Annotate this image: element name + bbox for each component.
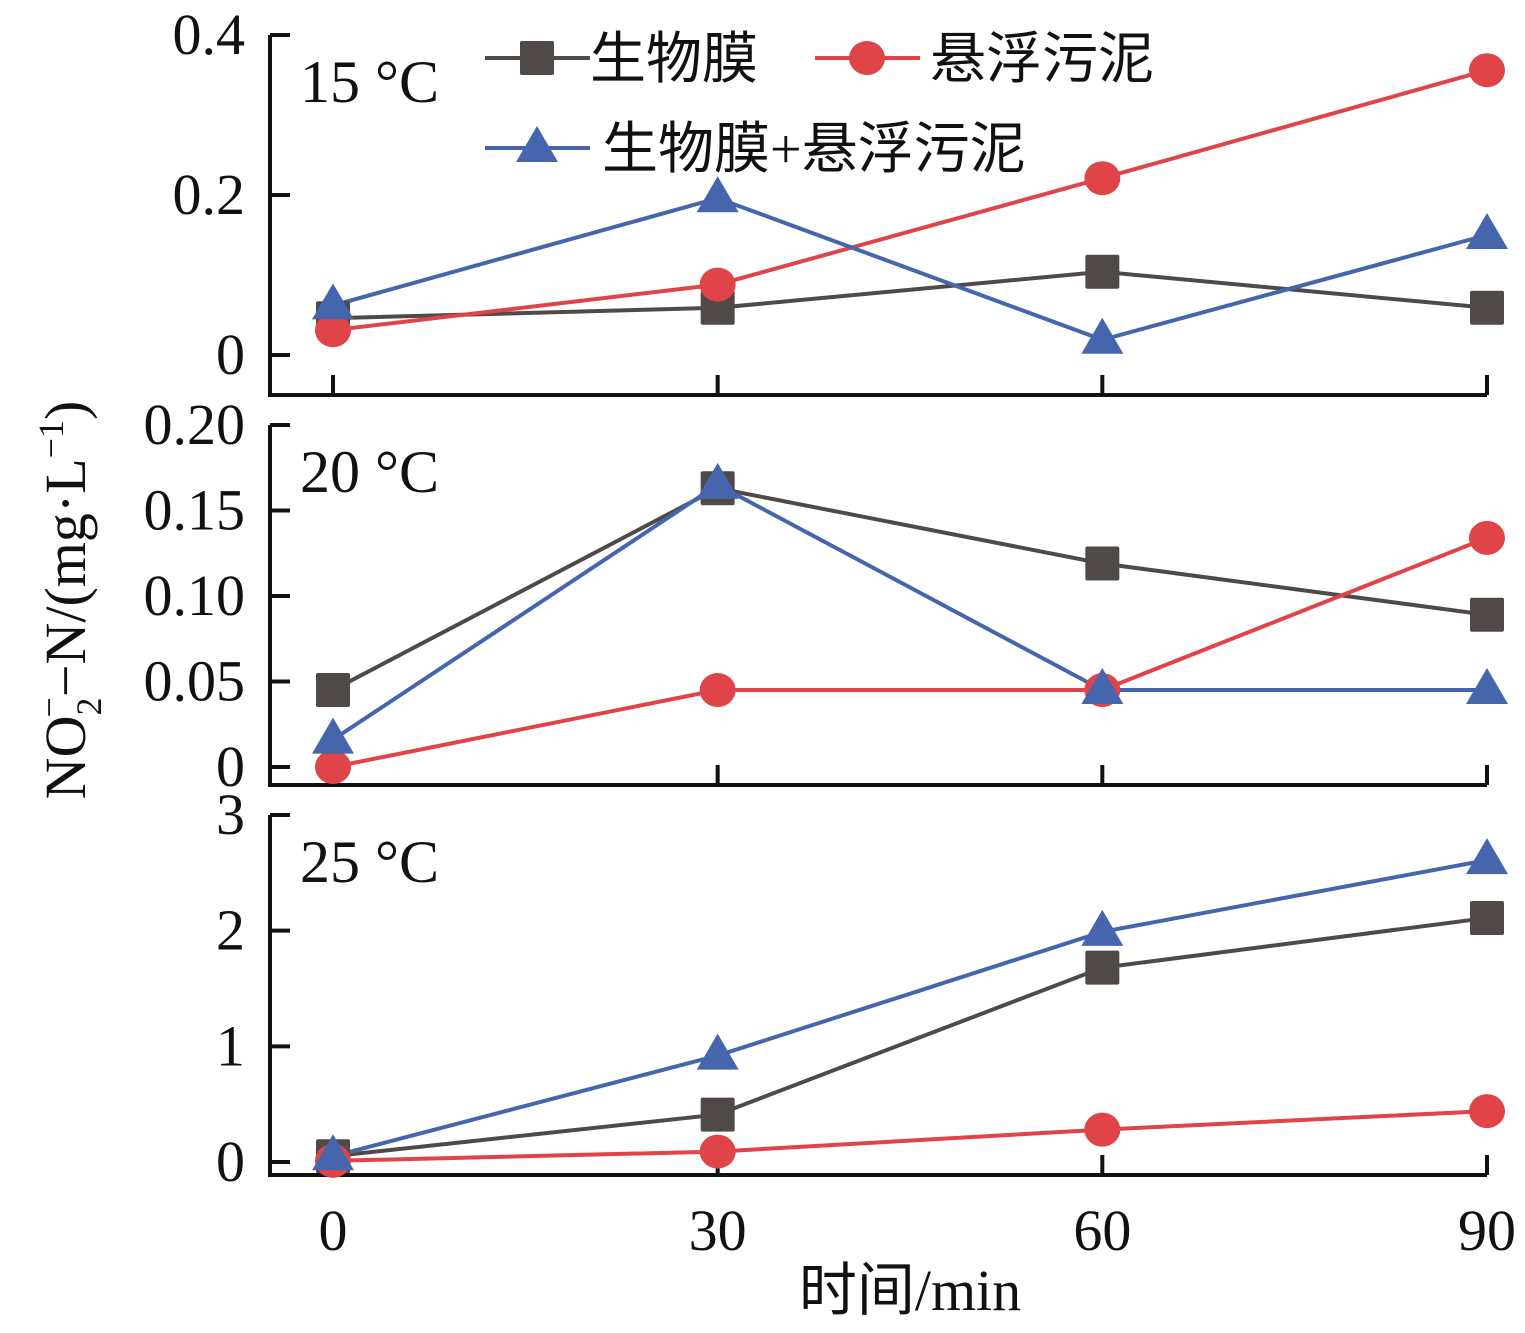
series-line-2 (332, 68, 1488, 333)
legend-item-2: 悬浮污泥 (815, 29, 1154, 91)
data-point-series-3 (1466, 668, 1508, 705)
y-tick-label: 1 (216, 1013, 245, 1078)
y-tick-label: 0 (216, 734, 245, 799)
data-point-series-1 (700, 1097, 735, 1132)
y-tick-label: 2 (216, 898, 245, 963)
x-tick-label: 60 (1073, 1198, 1131, 1263)
legend-marker-triangle-icon (516, 126, 558, 162)
axis-lines (268, 425, 1487, 787)
data-point-series-2 (1084, 1112, 1121, 1147)
data-point-series-1 (1470, 900, 1504, 935)
data-point-series-3 (1081, 668, 1124, 705)
y-tick-label: 0.10 (144, 563, 246, 628)
legend-marker-circle-icon (849, 41, 885, 75)
data-point-series-3 (1081, 317, 1124, 354)
y-tick-label: 3 (216, 782, 245, 847)
data-point-series-2 (699, 673, 736, 708)
data-point-series-3 (1466, 838, 1508, 875)
data-point-series-1 (1470, 290, 1504, 325)
data-point-series-3 (312, 1134, 354, 1171)
data-point-series-3 (312, 283, 354, 320)
panel-label: 25 °C (300, 829, 439, 895)
y-label-rest: −N/(mg·L (33, 458, 98, 697)
y-tick-label: 0.4 (173, 2, 246, 67)
data-point-series-3 (696, 176, 739, 213)
series-line-2 (332, 536, 1488, 769)
data-point-series-3 (1081, 909, 1124, 946)
data-point-series-3 (312, 717, 354, 754)
data-point-series-2 (1084, 161, 1121, 196)
x-tick-label: 90 (1458, 1198, 1516, 1263)
data-point-series-3 (1466, 213, 1508, 249)
data-point-series-1 (1085, 546, 1120, 581)
axis-lines (268, 815, 1487, 1177)
data-point-series-1 (316, 673, 350, 708)
data-point-series-3 (696, 1033, 739, 1070)
y-tick-label: 0.15 (144, 478, 246, 543)
series-line-2 (332, 1109, 1488, 1163)
axis-lines (268, 35, 1487, 397)
y-label-main: NO (33, 716, 98, 800)
series-line-1 (332, 915, 1488, 1159)
x-tick-label: 30 (689, 1198, 747, 1263)
data-point-series-1 (1085, 254, 1120, 289)
x-axis-label: 时间/min (799, 1258, 1021, 1323)
panel-3: 0 1 2 3 25 °C (216, 782, 1508, 1194)
data-point-series-3 (696, 462, 739, 499)
legend-item-3: 生物膜+悬浮污泥 (485, 119, 1026, 181)
y-tick-label: 0.20 (144, 392, 246, 457)
data-point-series-1 (1470, 597, 1504, 632)
legend-label: 生物膜+悬浮污泥 (602, 119, 1026, 181)
series-line-3 (331, 482, 1487, 742)
panel-label: 20 °C (300, 439, 439, 505)
y-label-sup: − (29, 697, 69, 717)
y-label-exp: −1 (31, 420, 71, 458)
legend-label: 生物膜 (590, 29, 758, 91)
data-point-series-2 (699, 267, 736, 302)
data-point-series-2 (315, 313, 351, 348)
y-tick-label: 0.2 (173, 162, 246, 227)
y-tick-label: 0 (216, 322, 245, 387)
x-tick-label: 0 (319, 1198, 348, 1263)
x-axis-tick-labels: 0 30 60 90 (319, 1198, 1517, 1263)
data-point-series-2 (315, 750, 351, 784)
panel-2: 0 0.05 0.10 0.15 0.20 20 °C (144, 392, 1508, 799)
series-line-1 (332, 486, 1488, 692)
legend-label: 悬浮污泥 (930, 29, 1154, 91)
panel-label: 15 °C (300, 49, 439, 115)
panel-1: 0 0.2 0.4 15 °C (173, 2, 1508, 397)
series-line-1 (332, 269, 1488, 321)
legend-marker-square-icon (520, 41, 554, 75)
y-tick-label: 0 (216, 1129, 245, 1194)
y-label-close: ) (33, 401, 98, 420)
data-point-series-2 (699, 1134, 736, 1169)
y-axis-label: NO2−−N/(mg·L−1) (29, 401, 109, 800)
legend-item-1: 生物膜 (485, 29, 758, 91)
series-line-3 (332, 196, 1488, 342)
y-label-sub: 2 (69, 698, 109, 716)
data-point-series-1 (1085, 950, 1120, 985)
data-point-series-2 (1469, 520, 1505, 555)
data-point-series-2 (1469, 53, 1505, 88)
series-line-3 (332, 858, 1488, 1159)
y-tick-label: 0.05 (144, 649, 246, 714)
data-point-series-2 (1469, 1094, 1505, 1129)
